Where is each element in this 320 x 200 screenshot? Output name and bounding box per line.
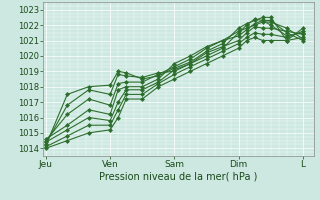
X-axis label: Pression niveau de la mer( hPa ): Pression niveau de la mer( hPa ) [99, 172, 258, 182]
